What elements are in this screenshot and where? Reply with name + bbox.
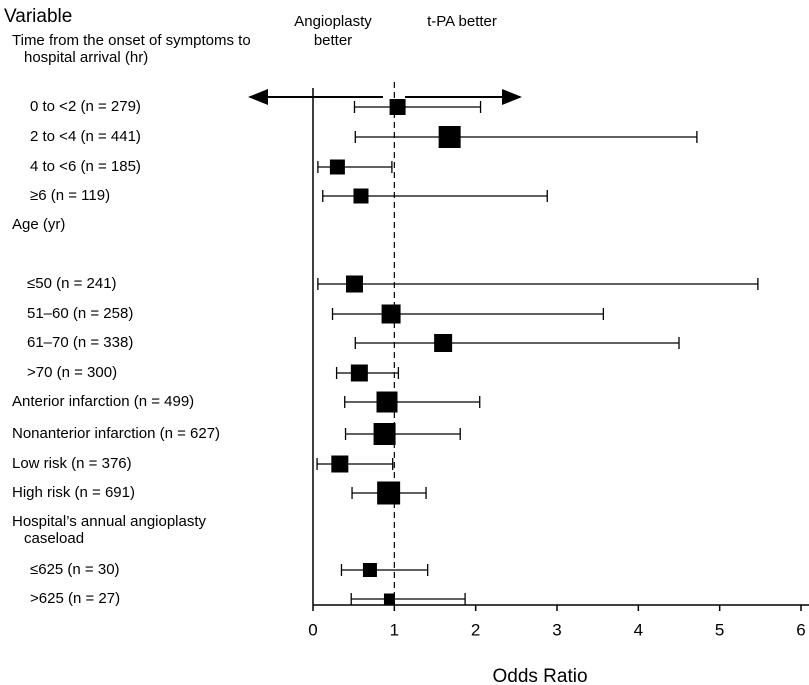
- annotation: Angioplasty better: [294, 13, 372, 49]
- estimate-box: [434, 334, 453, 352]
- row-label: Anterior infarction (n = 499): [12, 393, 195, 410]
- estimate-box: [331, 455, 349, 473]
- x-tick-label: 5: [715, 620, 724, 639]
- x-tick-label: 6: [796, 620, 805, 639]
- row-label: >625 (n = 27): [30, 590, 121, 607]
- estimate-box: [381, 304, 401, 324]
- x-tick-label: 4: [634, 620, 643, 639]
- row-label: ≥6 (n = 119): [30, 187, 111, 204]
- row-label: 61–70 (n = 338): [27, 334, 134, 351]
- row-label: >70 (n = 300): [27, 364, 118, 381]
- estimate-box: [383, 593, 395, 605]
- row-label: ≤50 (n = 241): [27, 275, 117, 292]
- row-label: ≤625 (n = 30): [30, 561, 120, 578]
- group-label: Time from the onset of symptoms to hospi…: [12, 32, 251, 66]
- annotation: t-PA better: [427, 13, 497, 30]
- estimate-box: [345, 275, 363, 293]
- estimate-box: [353, 188, 369, 204]
- title: Variable: [4, 6, 73, 27]
- x-tick-label: 2: [471, 620, 480, 639]
- row-label: 51–60 (n = 258): [27, 305, 134, 322]
- estimate-box: [376, 391, 398, 413]
- row-label: High risk (n = 691): [12, 484, 135, 501]
- group-label: Age (yr): [12, 216, 66, 233]
- row-label: Low risk (n = 376): [12, 455, 132, 472]
- x-axis-label: Odds Ratio: [492, 666, 588, 685]
- estimate-box: [362, 563, 377, 577]
- row-label: Nonanterior infarction (n = 627): [12, 425, 221, 442]
- row-label: 2 to <4 (n = 441): [30, 128, 141, 145]
- x-tick-label: 3: [552, 620, 561, 639]
- estimate-box: [389, 99, 406, 115]
- x-tick-label: 0: [308, 620, 317, 639]
- estimate-box: [377, 481, 401, 505]
- group-label: Hospital’s annual angioplasty caseload: [12, 513, 207, 547]
- x-tick-label: 1: [390, 620, 399, 639]
- estimate-box: [329, 159, 345, 175]
- estimate-box: [350, 364, 368, 382]
- row-label: 4 to <6 (n = 185): [30, 158, 141, 175]
- estimate-box: [438, 126, 461, 148]
- row-label: 0 to <2 (n = 279): [30, 98, 141, 115]
- estimate-box: [373, 423, 396, 445]
